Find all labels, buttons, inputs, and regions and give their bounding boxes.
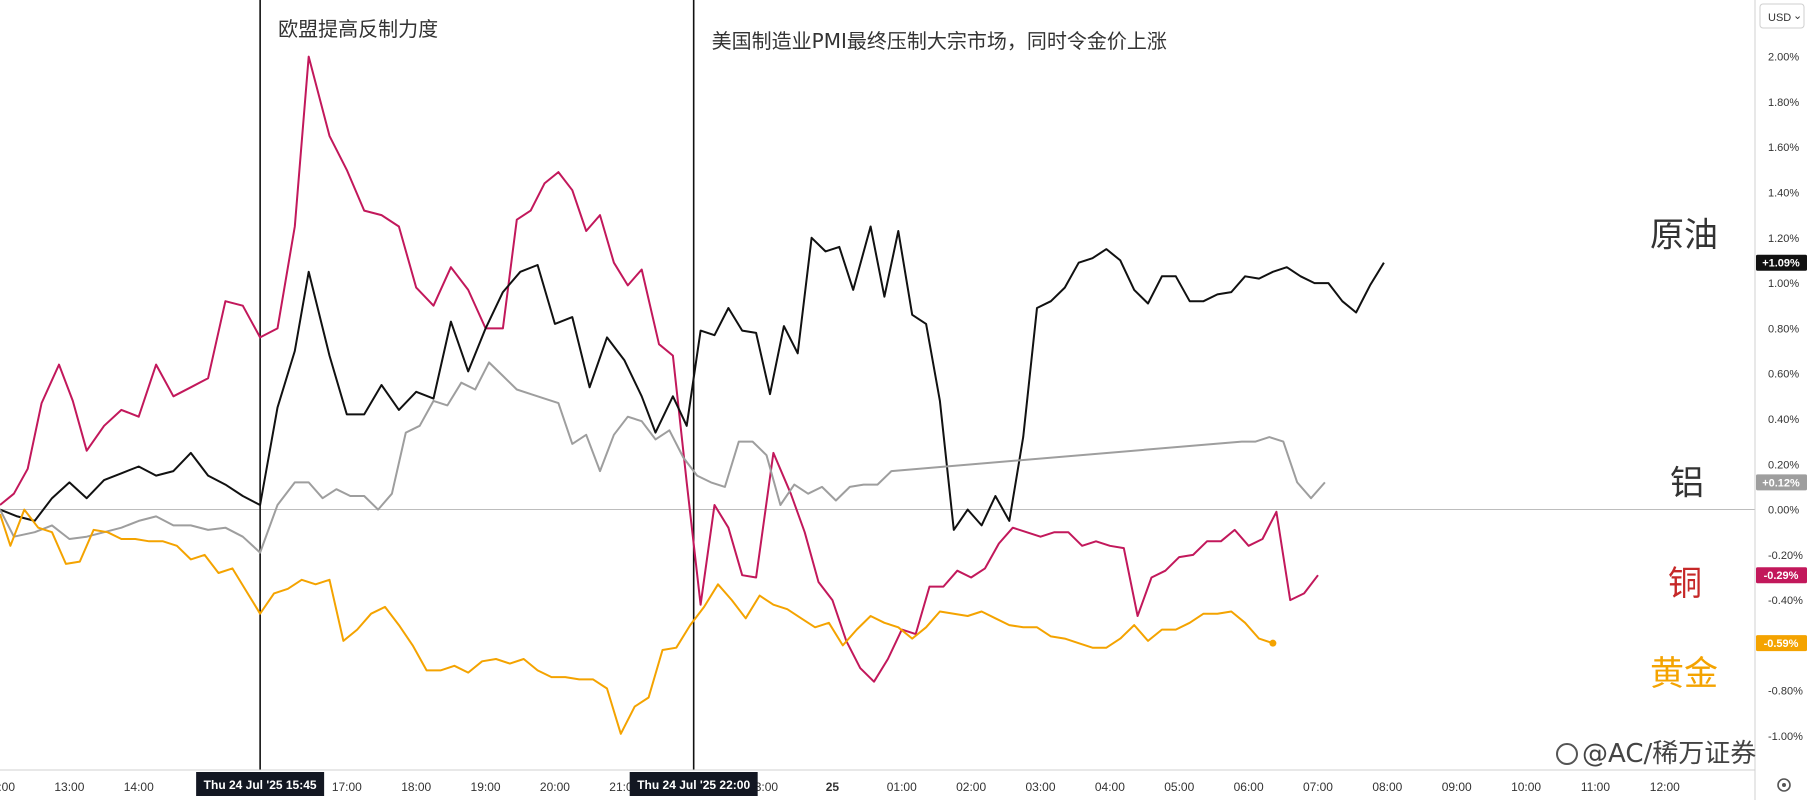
event-annotation: 欧盟提高反制力度 xyxy=(278,17,438,41)
x-tick-label: 02:00 xyxy=(956,780,986,794)
last-value-badge: +1.09% xyxy=(1756,254,1807,271)
last-value-text: -0.29% xyxy=(1764,570,1799,582)
crosshair-time-text: Thu 24 Jul '25 22:00 xyxy=(637,778,750,792)
currency-selector[interactable]: USD ⌄ xyxy=(1759,3,1805,29)
y-tick-label: 1.20% xyxy=(1768,233,1799,245)
x-tick-label: 01:00 xyxy=(887,780,917,794)
last-value-badge: -0.29% xyxy=(1756,567,1807,584)
series-name-label: 铜 xyxy=(1668,564,1702,604)
series-layer xyxy=(0,55,1385,735)
y-tick-label: 0.80% xyxy=(1768,323,1799,335)
x-tick-label: 12:00 xyxy=(0,780,15,794)
y-tick-label: 2.00% xyxy=(1768,52,1799,64)
gear-icon[interactable] xyxy=(1777,778,1791,792)
series-line xyxy=(0,55,1319,683)
y-tick-label: -1.00% xyxy=(1768,731,1803,743)
x-tick-label: 06:00 xyxy=(1234,780,1264,794)
series-end-dot xyxy=(1269,639,1277,647)
y-tick-label: -0.20% xyxy=(1768,550,1803,562)
y-tick-label: 1.40% xyxy=(1768,188,1799,200)
currency-label: USD xyxy=(1768,12,1791,24)
x-tick-label: 18:00 xyxy=(401,780,431,794)
y-tick-label: 0.60% xyxy=(1768,369,1799,381)
x-tick-label: 07:00 xyxy=(1303,780,1333,794)
x-tick-label: 10:00 xyxy=(1511,780,1541,794)
event-layer: 欧盟提高反制力度美国制造业PMI最终压制大宗市场，同时令金价上涨 xyxy=(259,0,1167,770)
x-tick-label: 17:00 xyxy=(332,780,362,794)
y-tick-label: -0.40% xyxy=(1768,595,1803,607)
x-tick-label: 12:00 xyxy=(1650,780,1680,794)
crosshair-time-text: Thu 24 Jul '25 15:45 xyxy=(204,778,317,792)
x-tick-label: 13:00 xyxy=(54,780,84,794)
last-value-badge: +0.12% xyxy=(1756,474,1807,491)
x-tick-label: 20:00 xyxy=(540,780,570,794)
y-tick-label: -0.80% xyxy=(1768,686,1803,698)
series-line xyxy=(0,508,1274,735)
series-name-label: 原油 xyxy=(1650,216,1718,256)
event-annotation: 美国制造业PMI最终压制大宗市场，同时令金价上涨 xyxy=(712,29,1167,53)
x-tick-label: 04:00 xyxy=(1095,780,1125,794)
x-tick-label: 19:00 xyxy=(471,780,501,794)
x-tick-label: 25 xyxy=(826,780,840,794)
x-tick-label: 11:00 xyxy=(1581,780,1610,794)
y-tick-label: 1.80% xyxy=(1768,97,1799,109)
crosshair-time-label: Thu 24 Jul '25 22:00 xyxy=(629,772,758,796)
last-value-text: +1.09% xyxy=(1762,258,1800,270)
last-value-text: -0.59% xyxy=(1764,638,1799,650)
watermark: @AC/稀万证券 xyxy=(1556,739,1756,769)
y-tick-label: 1.60% xyxy=(1768,142,1799,154)
series-line xyxy=(0,361,1326,554)
series-name-label: 黄金 xyxy=(1650,654,1718,694)
x-tick-label: 14:00 xyxy=(124,780,154,794)
chevron-down-icon: ⌄ xyxy=(1793,10,1802,22)
y-tick-label: 0.00% xyxy=(1768,505,1799,517)
last-value-badge: -0.59% xyxy=(1756,635,1807,652)
x-tick-label: 08:00 xyxy=(1372,780,1402,794)
x-tick-label: 03:00 xyxy=(1025,780,1055,794)
series-name-label: 铝 xyxy=(1670,463,1704,503)
logo-icon xyxy=(1556,743,1578,765)
x-tick-label: 09:00 xyxy=(1442,780,1472,794)
last-value-text: +0.12% xyxy=(1762,477,1800,489)
y-tick-label: 0.20% xyxy=(1768,459,1799,471)
watermark-text: @AC/稀万证券 xyxy=(1582,739,1756,769)
x-tick-label: 05:00 xyxy=(1164,780,1194,794)
y-tick-label: 0.40% xyxy=(1768,414,1799,426)
series-line xyxy=(0,225,1385,531)
y-tick-label: 1.00% xyxy=(1768,278,1799,290)
crosshair-time-label: Thu 24 Jul '25 15:45 xyxy=(196,772,325,796)
